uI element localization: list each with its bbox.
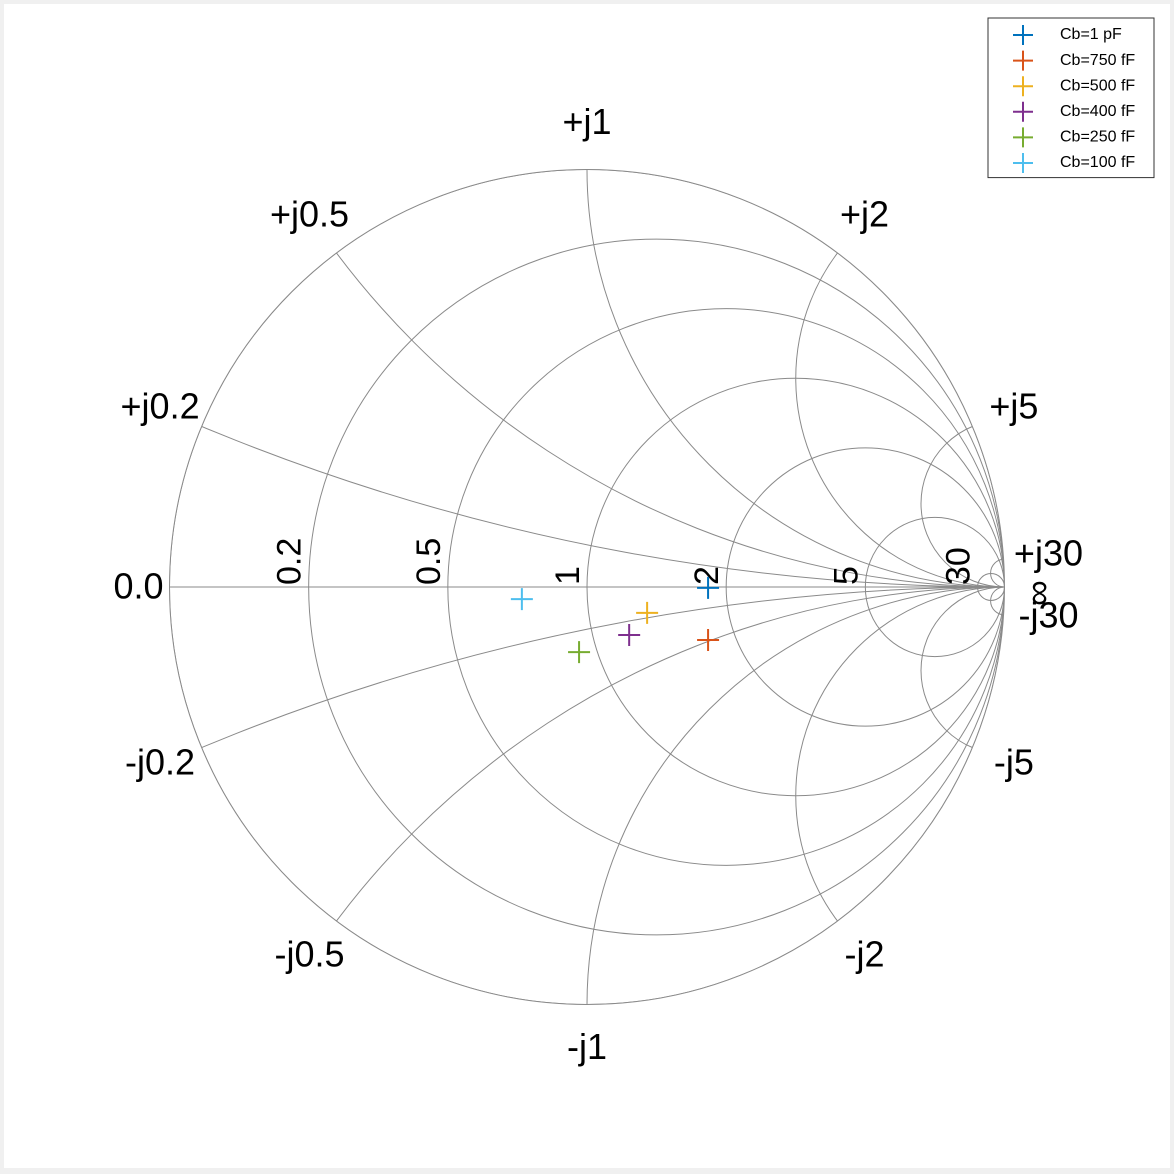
legend-label: Cb=500 fF [1060,77,1135,94]
reactance-label: +j1 [562,101,611,142]
chart-boundary [169,169,1005,1005]
legend-marker [1013,50,1033,71]
legend-label: Cb=400 fF [1060,103,1135,120]
data-marker [636,601,659,624]
legend-marker [1013,101,1033,122]
resistance-label: 30 [940,547,978,585]
reactance-label: -j2 [844,934,884,975]
legend-label: Cb=250 fF [1060,129,1135,146]
reactance-label: +j2 [840,194,889,235]
resistance-label: 1 [549,566,587,585]
reactance-arc [920,419,1005,588]
data-marker [568,641,591,664]
legend-marker [1013,76,1033,97]
legend-label: Cb=750 fF [1060,52,1135,69]
resistance-label: 0.2 [271,538,309,585]
resistance-label: 5 [827,566,865,585]
resistance-label: 2 [688,566,726,585]
reactance-label: -j1 [567,1026,607,1067]
reactance-arc [795,586,1005,1005]
reactance-arc [795,169,1005,588]
resistance-label: 0.5 [410,538,448,585]
reactance-arc [920,586,1005,755]
reactance-label: -j0.2 [125,741,195,782]
legend-label: Cb=100 fF [1060,154,1135,171]
data-marker [697,576,720,599]
data-marker [697,629,720,652]
reactance-label: +j0.2 [121,386,200,427]
reactance-label: -j5 [994,741,1034,782]
legend-marker [1013,153,1033,173]
reactance-label: +j30 [1014,533,1083,574]
resistance-label: 0.0 [113,566,163,607]
reactance-label: -j0.5 [274,934,344,975]
data-marker [618,624,641,647]
reactance-label: +j0.5 [270,194,349,235]
reactance-label: +j5 [989,386,1038,427]
data-marker [510,588,533,611]
reactance-label: -j30 [1018,594,1078,635]
legend-label: Cb=1 pF [1060,26,1122,43]
legend-marker [1013,25,1033,45]
resistance-circle [864,516,1005,658]
infinity-label: ∞ [1017,580,1058,606]
resistance-circle [447,308,1005,866]
legend-marker [1013,127,1033,148]
legend-box [987,17,1155,179]
